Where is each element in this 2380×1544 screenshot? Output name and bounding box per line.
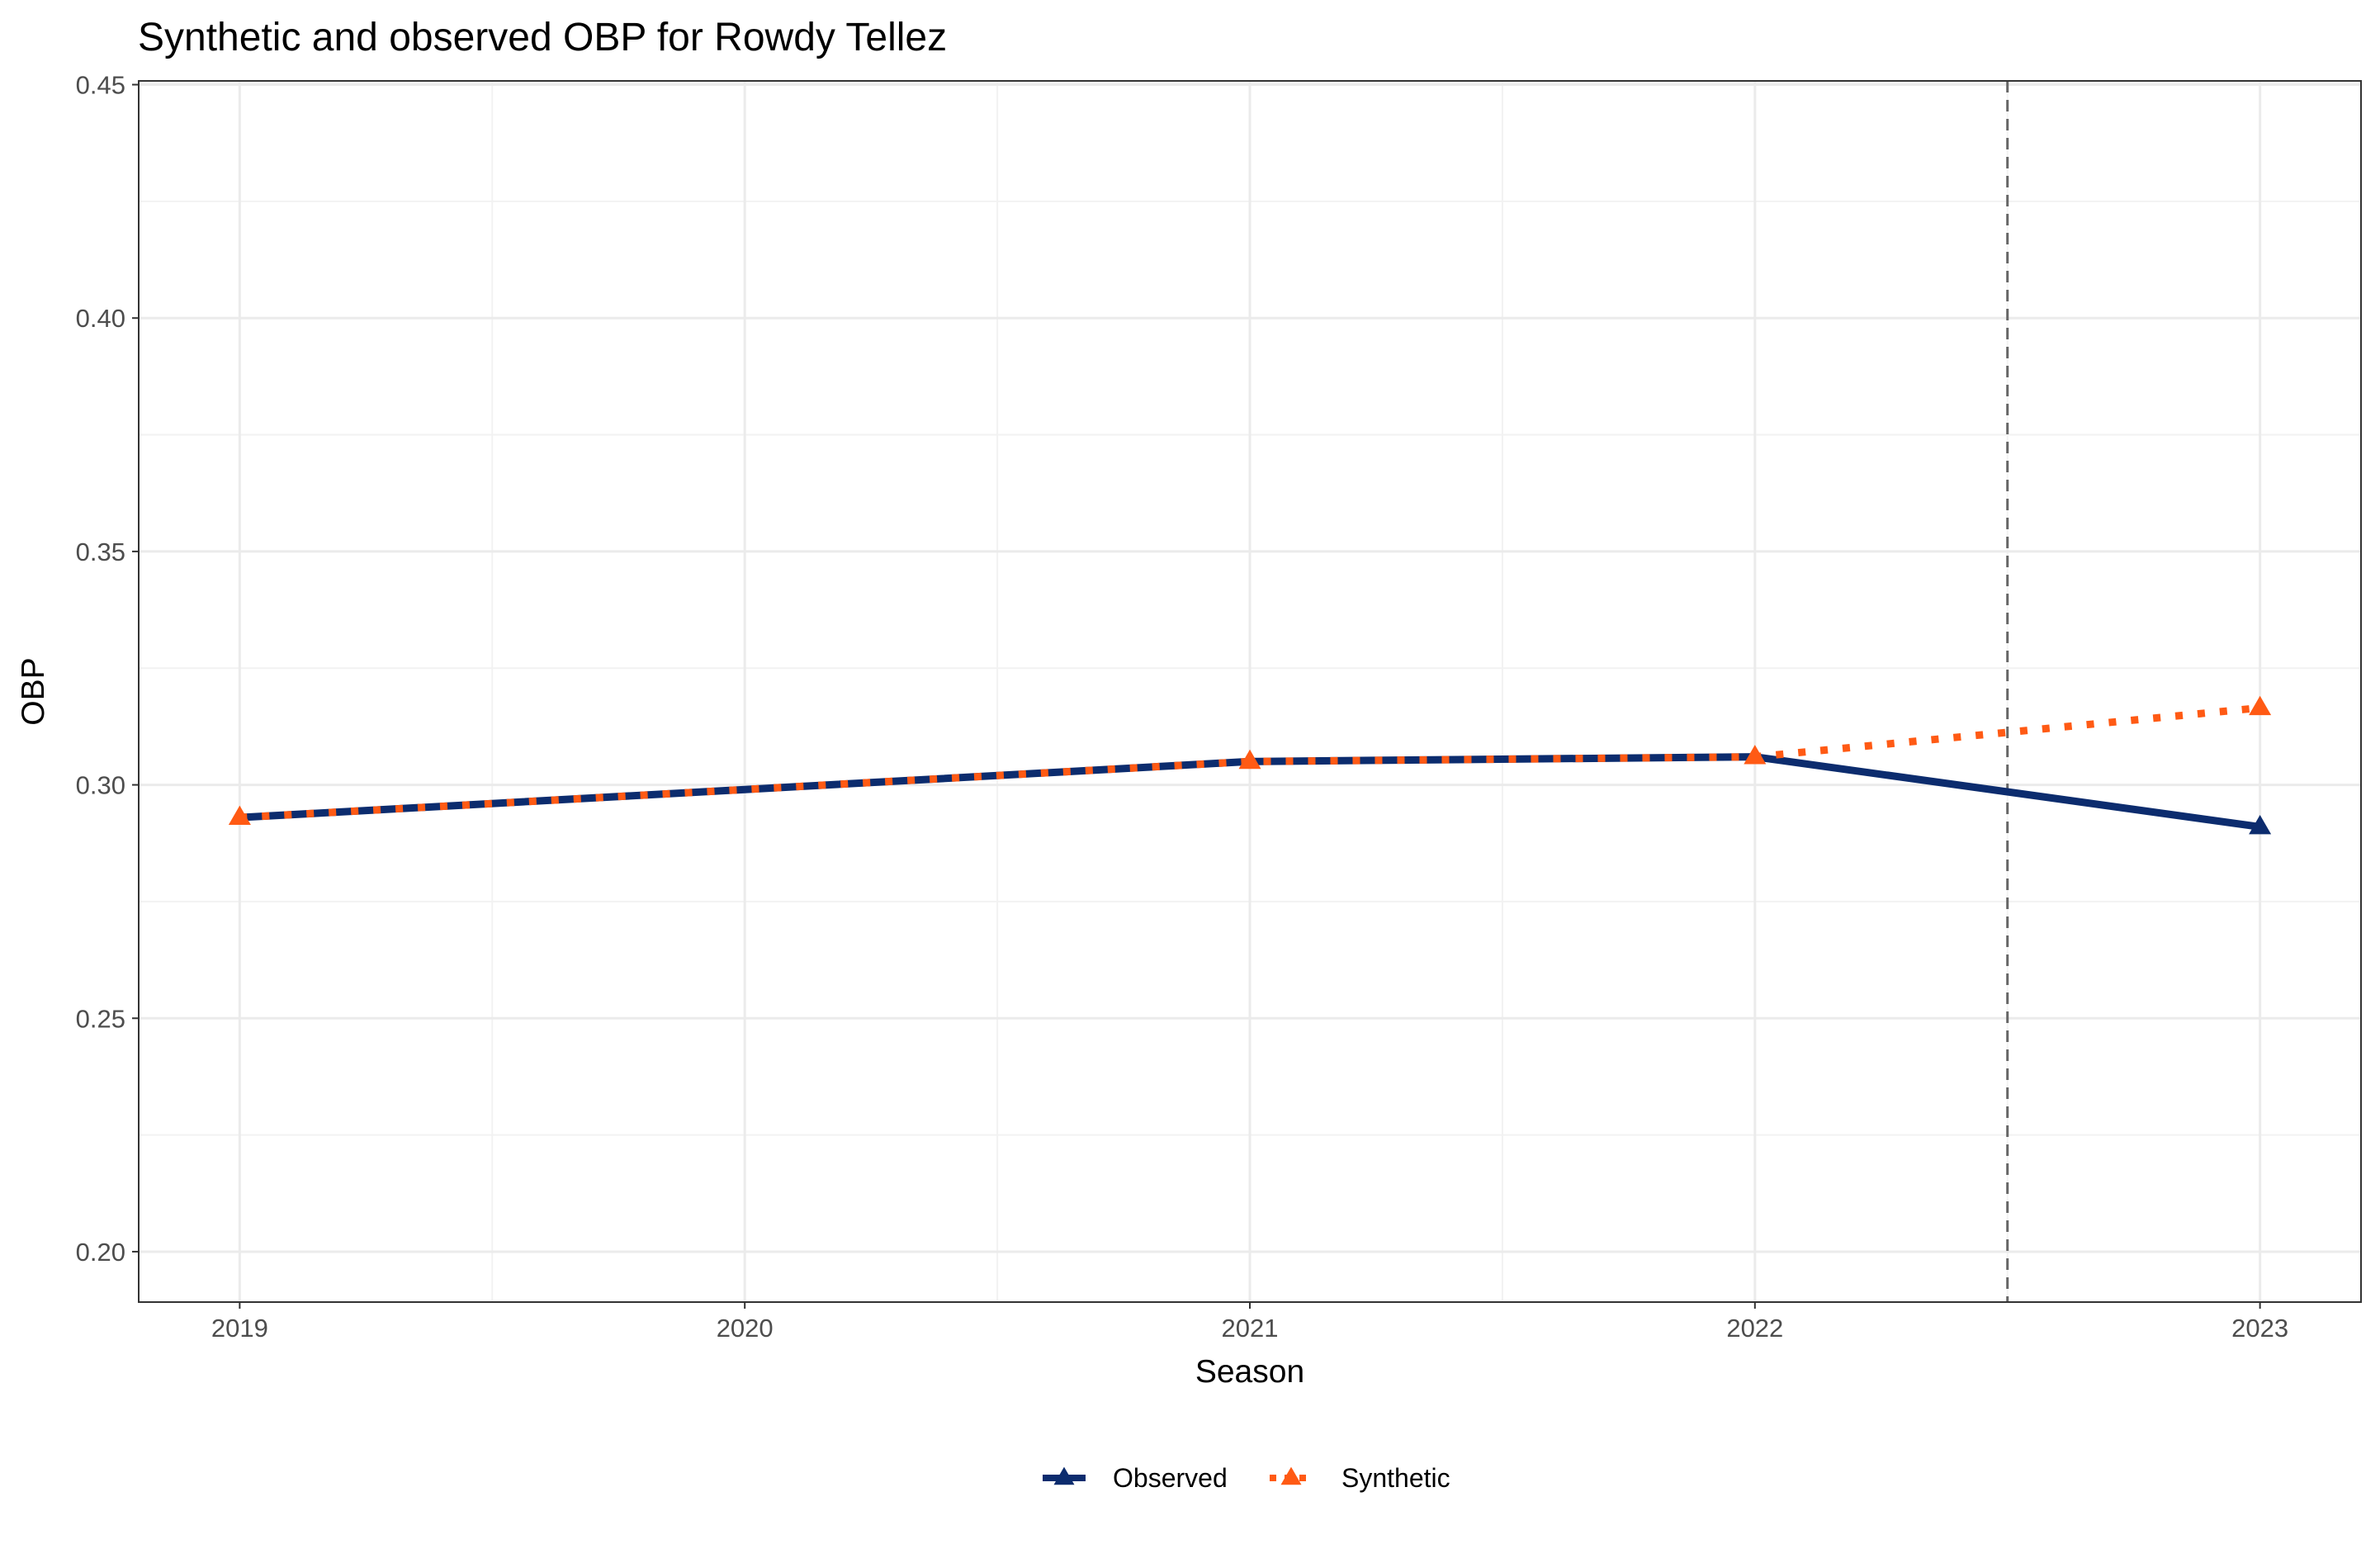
x-tick-label: 2023 <box>2231 1314 2288 1343</box>
observed-point-marker <box>2249 814 2272 835</box>
y-tick-label: 0.45 <box>76 71 125 100</box>
major-gridlines <box>139 81 2361 1302</box>
synthetic-point-marker <box>228 805 251 826</box>
x-tick-label: 2021 <box>1222 1314 1279 1343</box>
y-axis-tick-labels: 0.20 0.25 0.30 0.35 0.40 0.45 <box>76 71 125 1267</box>
y-tick-label: 0.40 <box>76 304 125 333</box>
axis-ticks <box>132 83 2261 1309</box>
synthetic-point-marker <box>2249 695 2272 716</box>
legend-label-observed: Observed <box>1113 1463 1228 1493</box>
y-tick-label: 0.20 <box>76 1238 125 1267</box>
y-tick-label: 0.25 <box>76 1004 125 1033</box>
chart-title: Synthetic and observed OBP for Rowdy Tel… <box>138 16 947 59</box>
y-tick-label: 0.30 <box>76 771 125 800</box>
legend-key-synthetic-marker <box>1280 1466 1302 1485</box>
series-line-synthetic <box>239 703 2261 822</box>
legend: Observed Synthetic <box>1043 1463 1450 1493</box>
x-axis-title: Season <box>1195 1354 1304 1390</box>
x-tick-label: 2022 <box>1726 1314 1783 1343</box>
y-axis-title: OBP <box>16 657 51 725</box>
x-tick-label: 2019 <box>211 1314 268 1343</box>
x-tick-label: 2020 <box>717 1314 774 1343</box>
y-tick-label: 0.35 <box>76 538 125 566</box>
x-axis-tick-labels: 2019 2020 2021 2022 2023 <box>211 1314 2288 1343</box>
synthetic-point-marker <box>1238 749 1261 770</box>
synthetic-point-marker <box>1744 745 1767 765</box>
series-layer <box>228 695 2272 835</box>
legend-key-observed-marker <box>1053 1466 1075 1485</box>
legend-label-synthetic: Synthetic <box>1341 1463 1450 1493</box>
